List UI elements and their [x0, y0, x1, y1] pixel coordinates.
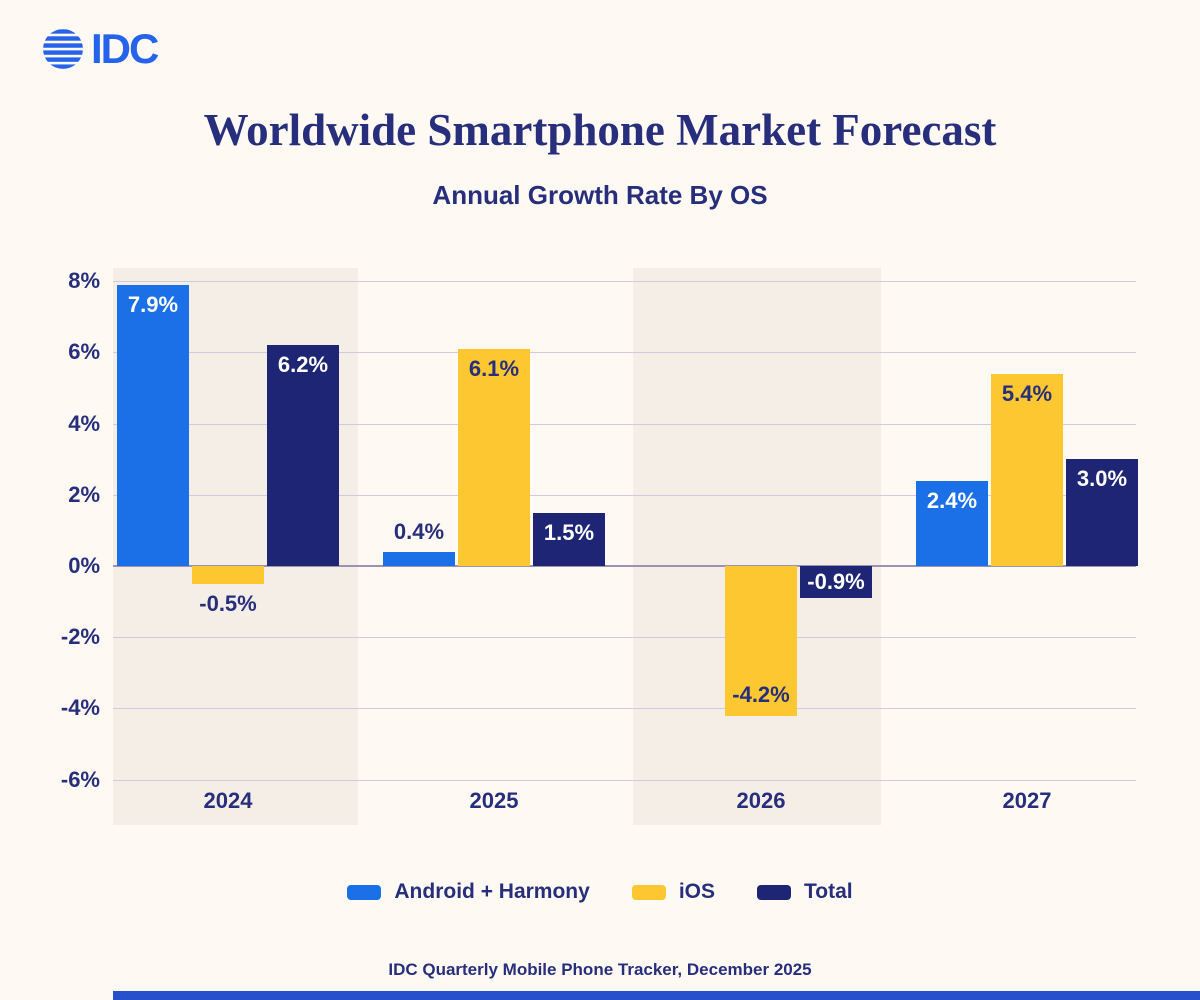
bar-android-harmony-2027 — [916, 480, 988, 566]
bar-value-label-ios-2027: 5.4% — [1001, 380, 1053, 406]
bar-value-label-total-2024: 6.2% — [277, 352, 329, 378]
bar-ios-2025 — [458, 348, 530, 566]
y-axis-tick-2: -2% — [60, 624, 100, 650]
bar-android-harmony-2024 — [117, 284, 189, 566]
legend: Android + Harmony iOS Total — [0, 880, 1200, 904]
gridline-0 — [113, 565, 1136, 567]
bar-value-label-total-2026: -0.9% — [807, 568, 865, 594]
legend-item-android-harmony: Android + Harmony — [347, 880, 590, 904]
legend-swatch-android-harmony — [347, 884, 382, 900]
chart-subtitle: Annual Growth Rate By OS — [432, 180, 768, 210]
bar-android-harmony-2025 — [383, 551, 455, 566]
legend-swatch-total — [757, 884, 792, 900]
idc-globe-icon — [43, 29, 83, 69]
legend-item-ios: iOS — [631, 880, 716, 904]
idc-logo: IDC — [42, 25, 159, 72]
bar-ios-2027 — [991, 373, 1063, 566]
gridline-4 — [113, 423, 1136, 425]
gridline-6 — [113, 779, 1136, 781]
source-caption: IDC Quarterly Mobile Phone Tracker, Dece… — [388, 960, 812, 979]
bar-value-label-android-harmony-2024: 7.9% — [127, 291, 179, 317]
legend-label-total: Total — [804, 880, 853, 903]
bar-total-2025 — [533, 512, 605, 566]
bottom-accent-bar — [113, 991, 1200, 1000]
gridline-4 — [113, 708, 1136, 710]
highlight-band-2026 — [633, 268, 881, 825]
y-axis-tick-6: 6% — [68, 339, 100, 365]
gridline-6 — [113, 352, 1136, 354]
bar-value-label-total-2027: 3.0% — [1076, 466, 1128, 492]
y-axis-tick-6: -6% — [60, 766, 100, 792]
bar-value-label-ios-2026: -4.2% — [732, 681, 790, 707]
y-axis-tick-4: -4% — [60, 695, 100, 721]
idc-logo-text: IDC — [91, 25, 159, 72]
gridline-2 — [113, 637, 1136, 639]
legend-label-android-harmony: Android + Harmony — [394, 880, 590, 903]
x-axis-label-2024: 2024 — [203, 788, 253, 813]
bar-value-label-android-harmony-2025: 0.4% — [393, 518, 445, 544]
gridline-8 — [113, 281, 1136, 283]
legend-swatch-ios — [631, 884, 666, 900]
bar-value-label-total-2025: 1.5% — [543, 519, 595, 545]
bar-value-label-android-harmony-2027: 2.4% — [926, 487, 978, 513]
y-axis-tick-8: 8% — [68, 268, 100, 294]
chart-title: Worldwide Smartphone Market Forecast — [203, 105, 997, 155]
y-axis-tick-0: 0% — [68, 553, 100, 578]
bar-total-2024 — [267, 345, 339, 566]
legend-item-total: Total — [757, 880, 853, 904]
y-axis-tick-2: 2% — [68, 481, 100, 507]
legend-label-ios: iOS — [678, 880, 716, 903]
x-axis-label-2026: 2026 — [736, 788, 786, 813]
bar-value-label-ios-2025: 6.1% — [468, 355, 520, 381]
x-axis-label-2025: 2025 — [469, 788, 519, 813]
bar-total-2027 — [1066, 459, 1138, 566]
y-axis-tick-4: 4% — [68, 410, 100, 436]
bar-ios-2026 — [725, 566, 797, 716]
bar-ios-2024 — [192, 566, 264, 584]
bar-value-label-ios-2024: -0.5% — [199, 590, 257, 616]
gridline-2 — [113, 494, 1136, 496]
bar-total-2026 — [800, 566, 872, 599]
x-axis-label-2027: 2027 — [1002, 788, 1052, 813]
